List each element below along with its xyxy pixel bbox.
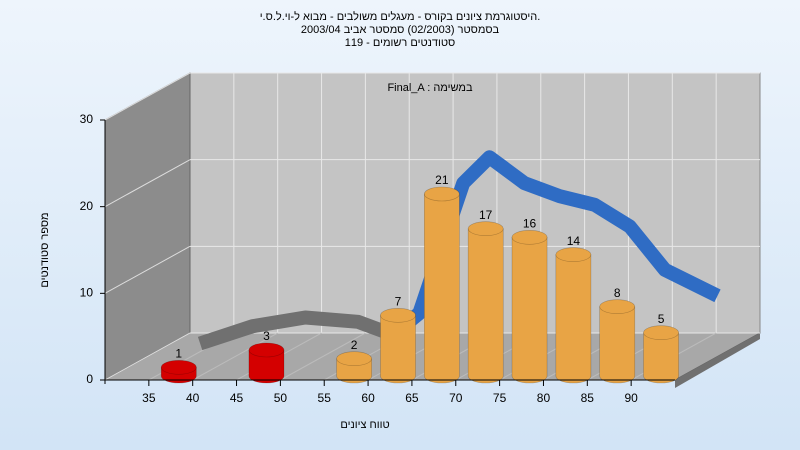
subtitle: Final_A : במשימה [387,82,473,94]
y-axis-label: מספר סטודנטים [39,212,51,287]
grid-line [104,245,191,294]
grid-line [104,72,191,121]
bar-body [643,332,679,384]
value-label: 16 [523,217,537,231]
y-tick-label: 10 [80,286,94,300]
bar [467,221,504,384]
bar-top [424,186,460,202]
bar-top [467,221,504,236]
x-tick-label: 45 [230,391,244,405]
x-tick-label: 55 [318,391,332,405]
x-tick-label: 85 [581,391,595,405]
bar [555,247,592,384]
x-tick-label: 35 [142,391,156,405]
bar-body [555,254,592,384]
bar-body [424,193,460,384]
chart-title: סטודנטים רשומים - 119 [345,37,456,49]
bar-body [248,349,285,384]
bar [599,299,636,384]
value-label: 3 [263,329,270,343]
bars [160,186,679,384]
bar-top [555,247,592,262]
value-label: 17 [479,208,493,222]
value-label: 14 [567,234,581,248]
curve [197,310,396,351]
bar-top [248,342,285,358]
bar [380,308,416,384]
chart-title: בסמסטר (02/2003) סמסטר אביב 2003/04 [301,24,500,36]
bar-body [380,315,416,384]
chart-title: היסטוגרמת ציונים בקורס - מעגלים משולבים … [260,10,541,23]
y-tick-label: 30 [80,112,94,126]
bar-top [336,351,372,366]
value-label: 1 [175,347,182,361]
y-tick-label: 0 [86,372,93,386]
bar-top [160,360,197,375]
x-axis-label: טווח ציונים [340,419,389,431]
value-label: 7 [395,295,402,309]
y-tick-label: 20 [80,199,94,213]
value-label: 21 [435,173,449,187]
bar-top [380,308,416,323]
bar [424,186,460,384]
bar-body [511,237,548,384]
bar [643,325,679,384]
grid-line [104,332,191,381]
x-tick-label: 50 [274,391,288,405]
x-tick-label: 75 [493,391,507,405]
bar [511,230,548,384]
x-tick-label: 40 [186,391,200,405]
x-tick-label: 80 [537,391,551,405]
x-tick-label: 70 [449,391,463,405]
bar-top [511,230,548,245]
bar-body [599,306,636,384]
bar-top [643,325,679,340]
x-tick-label: 90 [624,391,638,405]
grid-line [104,159,191,208]
value-label: 2 [351,338,358,352]
grid-line [280,332,366,381]
bar-body [467,228,504,384]
bar-top [599,299,636,314]
bar [248,342,285,384]
bar [160,360,197,384]
value-label: 5 [658,312,665,326]
bar [336,351,372,384]
left-wall [104,72,191,381]
floor-edge [675,333,760,388]
bar-body [336,358,372,384]
x-tick-label: 65 [405,391,419,405]
grid-line [192,332,278,381]
x-tick-label: 60 [361,391,375,405]
value-label: 8 [614,286,621,300]
